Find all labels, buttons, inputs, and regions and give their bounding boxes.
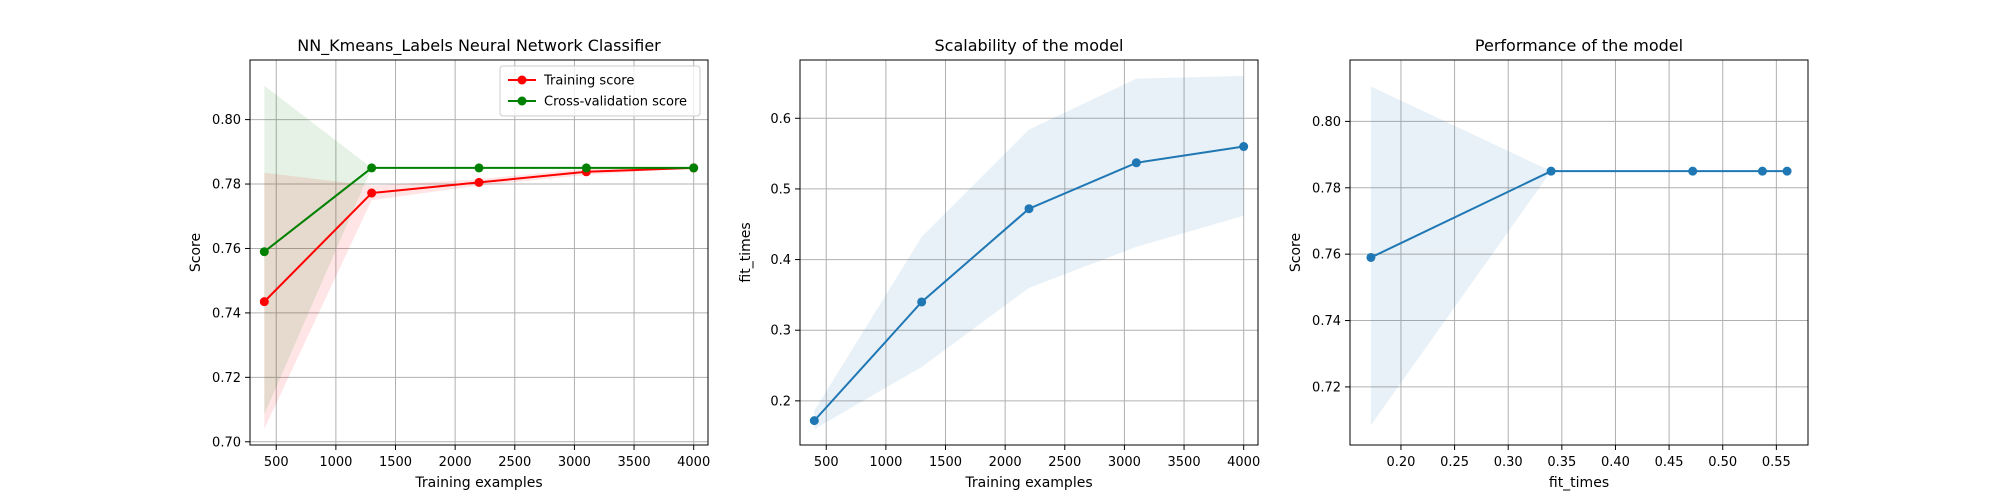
y-tick-label: 0.6 <box>770 112 791 127</box>
legend-marker <box>517 75 527 85</box>
data-point <box>809 416 819 426</box>
x-tick-label: 1500 <box>379 455 412 470</box>
x-tick-label: 4000 <box>677 455 710 470</box>
x-tick-label: 0.30 <box>1494 455 1523 470</box>
x-tick-label: 500 <box>814 455 839 470</box>
plot-area <box>1350 60 1808 445</box>
data-point <box>1546 166 1556 176</box>
x-tick-label: 2000 <box>439 455 472 470</box>
plot-area <box>250 60 708 445</box>
legend-label: Cross-validation score <box>544 95 687 110</box>
y-tick-label: 0.74 <box>1312 314 1341 329</box>
grid <box>250 60 708 445</box>
data-point <box>1688 166 1698 176</box>
data-point <box>917 297 927 307</box>
x-tick-label: 1000 <box>319 455 352 470</box>
data-point <box>367 188 377 198</box>
x-tick-label: 0.45 <box>1655 455 1684 470</box>
x-tick-label: 2500 <box>498 455 531 470</box>
x-tick-label: 0.55 <box>1762 455 1791 470</box>
data-point <box>474 163 484 173</box>
y-tick-label: 0.80 <box>1312 115 1341 130</box>
x-axis-label: fit_times <box>1549 475 1609 491</box>
x-tick-label: 0.40 <box>1601 455 1630 470</box>
chart-title: Scalability of the model <box>935 36 1124 55</box>
x-tick-label: 3000 <box>1108 455 1141 470</box>
legend-marker <box>517 96 527 106</box>
plot-frame <box>1349 59 1809 446</box>
y-tick-label: 0.76 <box>1312 248 1341 263</box>
data-point <box>1131 158 1141 168</box>
data-point <box>689 163 699 173</box>
data-point <box>367 163 377 173</box>
chart-panel-1: 500 1000 1500 2000 2500 3000 3500 4000 0.70 0.72 0… <box>188 36 710 491</box>
x-tick-label: 1000 <box>869 455 902 470</box>
y-tick-label: 0.5 <box>770 182 791 197</box>
data-point <box>1024 204 1034 214</box>
y-axis-label: Score <box>188 233 204 272</box>
legend-box <box>499 65 701 117</box>
x-tick-label: 3500 <box>618 455 651 470</box>
x-tick-label: 1500 <box>929 455 962 470</box>
y-tick-label: 0.76 <box>212 242 241 257</box>
data-point <box>259 297 269 307</box>
x-tick-label: 0.25 <box>1440 455 1469 470</box>
data-point <box>259 247 269 257</box>
plot-area <box>800 60 1258 445</box>
data-point <box>1239 142 1249 152</box>
x-tick-label: 3000 <box>558 455 591 470</box>
data-point <box>1782 166 1792 176</box>
grid <box>1350 60 1808 445</box>
y-tick-label: 0.78 <box>212 178 241 193</box>
data-point <box>581 163 591 173</box>
y-tick-label: 0.72 <box>1312 380 1341 395</box>
plot-frame <box>799 59 1259 446</box>
y-tick-label: 0.4 <box>770 253 791 268</box>
grid <box>800 60 1258 445</box>
confidence-band-1 <box>1370 86 1788 426</box>
data-point <box>1757 166 1767 176</box>
y-tick-label: 0.72 <box>212 371 241 386</box>
x-tick-label: 0.50 <box>1708 455 1737 470</box>
y-tick-label: 0.74 <box>212 306 241 321</box>
x-tick-label: 0.20 <box>1386 455 1415 470</box>
x-axis-label: Training examples <box>414 475 542 491</box>
x-tick-label: 500 <box>264 455 289 470</box>
y-tick-label: 0.2 <box>770 394 791 409</box>
y-tick-label: 0.70 <box>212 435 241 450</box>
x-axis-label: Training examples <box>964 475 1092 491</box>
y-axis-label: fit_times <box>738 222 754 282</box>
y-tick-label: 0.3 <box>770 324 791 339</box>
legend: Training score Cross-validation score <box>499 65 701 117</box>
x-tick-label: 4000 <box>1227 455 1260 470</box>
chart-title: Performance of the model <box>1475 36 1683 55</box>
y-tick-label: 0.80 <box>212 113 241 128</box>
y-tick-label: 0.78 <box>1312 181 1341 196</box>
chart-panel-2: 500 1000 1500 2000 2500 3000 3500 4000 0.2 0.3 0.4… <box>738 36 1260 491</box>
y-axis-label: Score <box>1288 233 1304 272</box>
data-point <box>474 177 484 187</box>
chart-title: NN_Kmeans_Labels Neural Network Classifi… <box>297 36 661 56</box>
x-tick-label: 2000 <box>989 455 1022 470</box>
data-point <box>1366 252 1376 262</box>
chart-panel-3: 0.20 0.25 0.30 0.35 0.40 0.45 0.50 0.55 0.72 0.74… <box>1288 36 1809 491</box>
plot-frame <box>249 59 709 446</box>
legend-label: Training score <box>543 74 634 89</box>
x-tick-label: 3500 <box>1168 455 1201 470</box>
confidence-band-1 <box>264 167 694 429</box>
x-tick-label: 2500 <box>1048 455 1081 470</box>
x-tick-label: 0.35 <box>1547 455 1576 470</box>
